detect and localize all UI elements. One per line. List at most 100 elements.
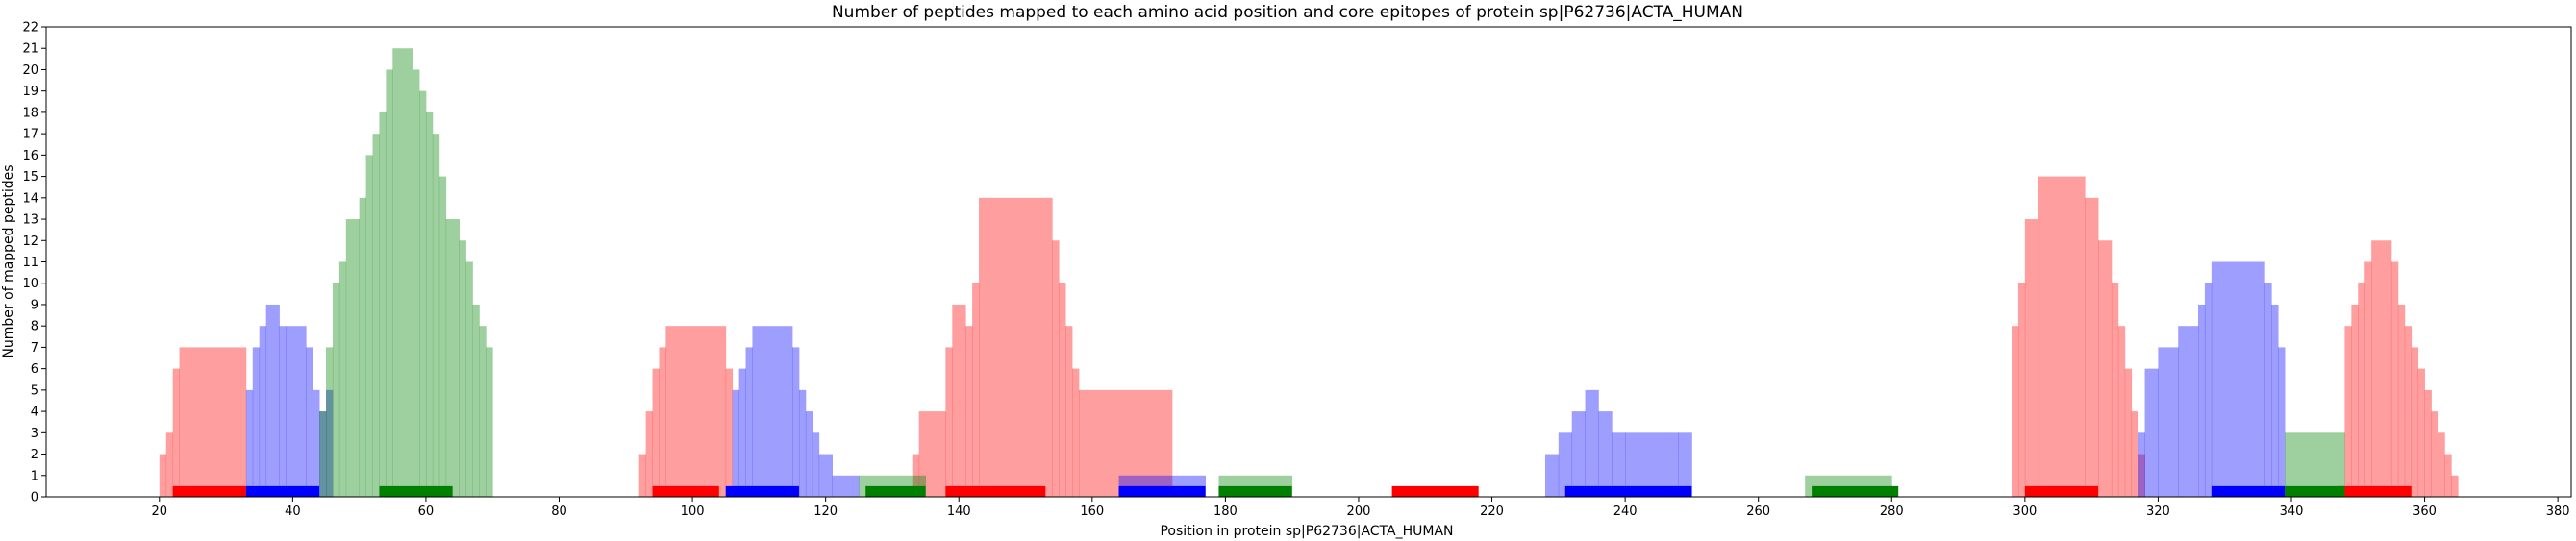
x-tick-label: 140 — [947, 504, 971, 519]
bar-red — [638, 454, 646, 497]
x-axis-label: Position in protein sp|P62736|ACTA_HUMAN — [1160, 524, 1453, 539]
bar-red — [2411, 347, 2419, 497]
bar-red — [2124, 368, 2133, 497]
x-tick-label: 320 — [2146, 504, 2170, 519]
bar-blue — [2197, 304, 2206, 497]
bar-blue — [1598, 411, 1613, 497]
x-tick-label: 380 — [2546, 504, 2570, 519]
chart-title: Number of peptides mapped to each amino … — [832, 3, 1743, 22]
y-tick-label: 22 — [22, 21, 38, 36]
bar-blue — [259, 326, 267, 497]
epitope-blue — [1118, 485, 1206, 497]
bar-red — [2424, 389, 2432, 497]
bar-blue — [286, 326, 307, 497]
bar-red — [179, 347, 247, 497]
peptide-bars — [159, 48, 2459, 498]
bar-blue — [798, 389, 807, 497]
bar-blue — [832, 475, 860, 497]
bar-red — [972, 283, 980, 497]
bar-red — [2358, 283, 2365, 497]
bar-blue — [1544, 454, 1560, 497]
bar-blue — [2138, 432, 2145, 497]
epitope-red — [172, 485, 246, 497]
epitope-red — [2024, 485, 2099, 497]
x-tick-label: 260 — [1746, 504, 1770, 519]
bar-red — [172, 368, 180, 497]
bar-green — [392, 48, 413, 498]
bar-red — [918, 411, 946, 497]
bar-red — [1052, 240, 1060, 498]
bar-green — [359, 197, 366, 497]
bar-red — [159, 454, 167, 497]
bar-red — [2131, 411, 2139, 497]
y-tick-label: 18 — [22, 106, 38, 120]
y-tick-label: 20 — [22, 63, 38, 78]
x-tick-label: 100 — [681, 504, 705, 519]
x-tick-label: 20 — [152, 504, 168, 519]
y-tick-label: 9 — [31, 298, 38, 312]
bar-red — [2038, 176, 2086, 497]
bar-blue — [306, 347, 313, 497]
bar-blue — [2264, 283, 2272, 497]
y-axis-label: Number of mapped peptides — [1, 164, 16, 357]
x-tick-label: 280 — [1880, 504, 1904, 519]
bar-red — [1059, 283, 1066, 497]
x-tick-label: 360 — [2413, 504, 2437, 519]
bar-blue — [2144, 368, 2159, 497]
bar-red — [2444, 454, 2452, 497]
bar-green — [479, 326, 487, 497]
bar-green — [465, 261, 473, 497]
bar-blue — [2211, 261, 2238, 497]
epitope-green — [1218, 485, 1292, 497]
epitope-green — [379, 485, 453, 497]
bar-blue — [792, 347, 800, 497]
bar-red — [952, 304, 966, 497]
epitope-red — [2338, 485, 2412, 497]
epitope-blue — [2211, 485, 2286, 497]
bar-green — [338, 261, 347, 497]
bar-red — [2390, 261, 2399, 497]
y-tick-label: 21 — [22, 42, 38, 57]
bar-red — [2364, 261, 2372, 497]
epitope-red — [945, 485, 1046, 497]
bar-green — [472, 304, 480, 497]
bar-red — [645, 411, 653, 497]
bar-blue — [279, 326, 287, 497]
bar-green — [372, 134, 380, 498]
bar-green — [413, 69, 420, 498]
bar-red — [965, 326, 973, 497]
bar-blue — [1558, 432, 1573, 497]
bar-red — [979, 197, 1053, 497]
y-tick-label: 1 — [31, 469, 38, 483]
y-tick-label: 0 — [31, 491, 38, 505]
bar-red — [2117, 326, 2126, 497]
bar-blue — [2204, 283, 2213, 497]
x-tick-label: 40 — [285, 504, 301, 519]
bar-red — [2438, 432, 2445, 497]
x-tick-label: 200 — [1347, 504, 1371, 519]
bar-blue — [738, 368, 746, 497]
bar-red — [2351, 304, 2359, 497]
bar-green — [365, 155, 373, 497]
epitope-blue — [1564, 485, 1692, 497]
bar-green — [445, 219, 460, 497]
y-tick-label: 10 — [22, 277, 38, 291]
bar-blue — [245, 389, 254, 497]
bar-red — [912, 454, 920, 497]
y-tick-label: 12 — [22, 234, 38, 249]
bar-green — [459, 240, 466, 498]
bar-green — [432, 134, 440, 498]
y-tick-label: 19 — [22, 85, 38, 99]
epitope-green — [865, 485, 926, 497]
bar-blue — [732, 389, 739, 497]
bar-red — [945, 347, 953, 497]
x-tick-label: 120 — [813, 504, 838, 519]
x-tick-label: 180 — [1213, 504, 1238, 519]
x-tick-label: 240 — [1613, 504, 1638, 519]
bar-red — [665, 326, 727, 497]
core-epitopes — [172, 485, 2412, 497]
bar-green — [438, 176, 447, 497]
y-tick-label: 7 — [31, 341, 38, 356]
